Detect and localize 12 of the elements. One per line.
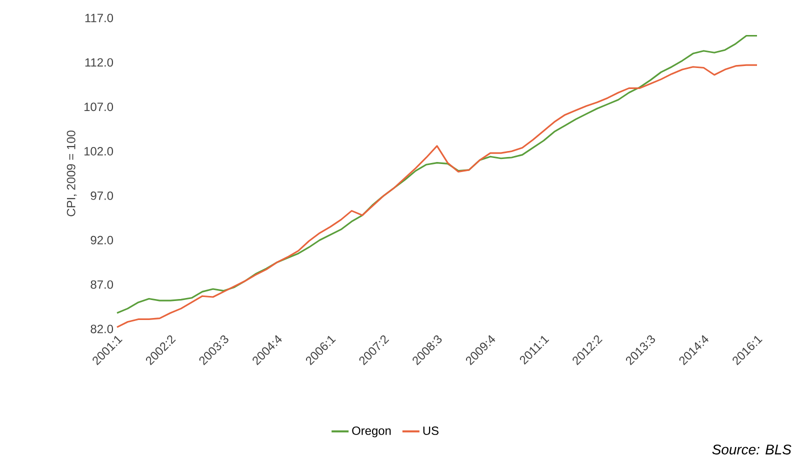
source-note: Source: BLS xyxy=(712,444,792,454)
y-tick-label: 97.0 xyxy=(90,191,114,200)
y-tick-label: 87.0 xyxy=(90,280,114,289)
y-tick-label: 92.0 xyxy=(90,236,114,244)
y-tick-label: 107.0 xyxy=(84,102,114,112)
y-tick-label: 117.0 xyxy=(85,14,114,22)
y-tick-label: 82.0 xyxy=(90,324,114,334)
y-tick-label: 102.0 xyxy=(84,147,114,156)
y-axis-title: CPI, 2009 = 100 xyxy=(66,130,77,216)
legend-label: Oregon xyxy=(352,426,391,438)
y-tick-label: 112.0 xyxy=(85,58,114,67)
legend-label: US xyxy=(423,426,438,435)
